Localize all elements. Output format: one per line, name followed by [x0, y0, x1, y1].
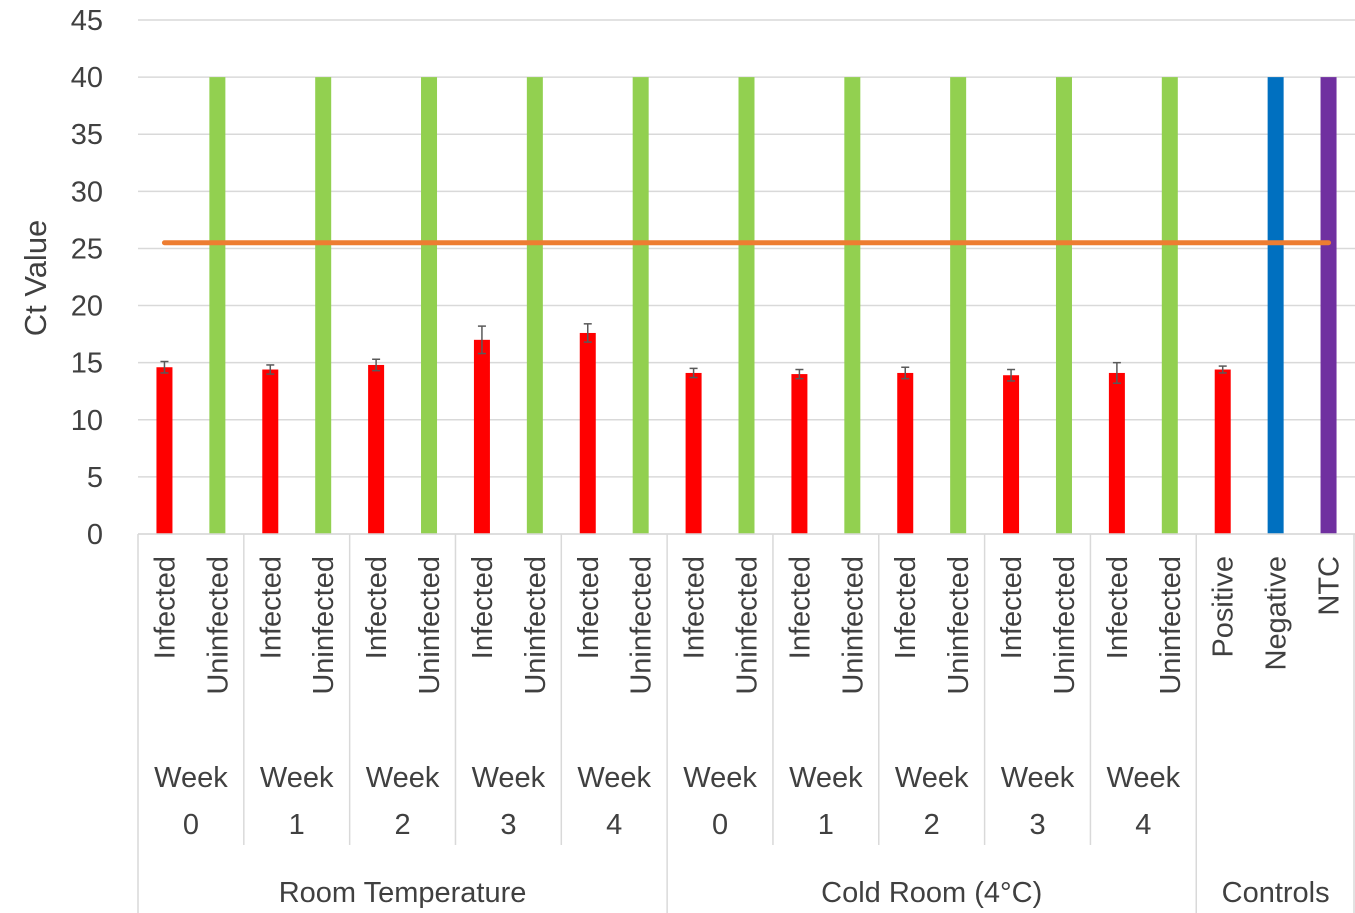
subgroup-label: Week	[789, 762, 863, 794]
category-label: Negative	[1261, 556, 1293, 670]
bar-infected	[791, 374, 808, 534]
category-label: Uninfected	[943, 556, 975, 695]
category-label: Uninfected	[837, 556, 869, 695]
bar-uninfected	[315, 77, 332, 534]
category-label: Uninfected	[732, 556, 764, 695]
subgroup-label: Week	[683, 762, 757, 794]
bar-infected	[897, 372, 914, 534]
bar-uninfected	[1055, 77, 1072, 534]
bar-infected	[262, 369, 279, 534]
bar-infected	[685, 372, 702, 534]
category-label: Infected	[255, 556, 287, 659]
category-label: Infected	[679, 556, 711, 659]
y-axis-label: Ct Value	[18, 220, 53, 337]
y-axis-tick-labels: 0 5 10 15 20 25 30 35 40 45	[71, 5, 103, 551]
subgroup-label: 3	[500, 809, 516, 841]
category-label: Infected	[890, 556, 922, 659]
category-label: Uninfected	[1049, 556, 1081, 695]
y-tick-label: 10	[71, 405, 103, 437]
category-label: Infected	[573, 556, 605, 659]
subgroup-label: 0	[183, 809, 199, 841]
bar-infected	[1003, 375, 1020, 534]
category-label: Infected	[1102, 556, 1134, 659]
category-label: Infected	[996, 556, 1028, 659]
subgroup-label: 2	[394, 809, 410, 841]
subgroup-label: 3	[1029, 809, 1045, 841]
bar-uninfected	[844, 77, 861, 534]
bar-infected	[473, 339, 490, 534]
y-tick-label: 30	[71, 176, 103, 208]
category-label: Infected	[361, 556, 393, 659]
bar-infected	[156, 367, 173, 534]
bar-infected	[1108, 372, 1125, 534]
bar-uninfected	[526, 77, 543, 534]
bar-uninfected	[950, 77, 967, 534]
bar-ntc	[1320, 77, 1337, 534]
subgroup-label: Week	[577, 762, 651, 794]
category-label: Uninfected	[626, 556, 658, 695]
subgroup-label: Week	[260, 762, 334, 794]
bar-uninfected	[209, 77, 226, 534]
subgroup-label: 4	[1135, 809, 1151, 841]
category-label: Uninfected	[414, 556, 446, 695]
subgroup-label: Week	[1107, 762, 1181, 794]
category-label: Uninfected	[202, 556, 234, 695]
category-label: NTC	[1314, 556, 1346, 616]
y-tick-label: 5	[87, 462, 103, 494]
category-label: Infected	[149, 556, 181, 659]
bar-uninfected	[421, 77, 438, 534]
category-label: Uninfected	[308, 556, 340, 695]
subgroup-label: 1	[289, 809, 305, 841]
y-tick-label: 40	[71, 62, 103, 94]
bar-negative	[1267, 77, 1284, 534]
subgroup-label: 4	[606, 809, 622, 841]
y-tick-label: 15	[71, 348, 103, 380]
bar-infected	[579, 332, 596, 534]
subgroup-label: 2	[924, 809, 940, 841]
x-axis: Infected Uninfected Infected Uninfected Infe…	[137, 533, 1355, 913]
subgroup-label: 0	[712, 809, 728, 841]
group-label: Controls	[1222, 877, 1330, 909]
category-label: Uninfected	[520, 556, 552, 695]
bar-positive	[1214, 369, 1231, 534]
subgroup-label: Week	[472, 762, 546, 794]
subgroup-label: Week	[895, 762, 969, 794]
subgroup-label: Week	[1001, 762, 1075, 794]
category-label: Infected	[467, 556, 499, 659]
bars	[156, 77, 1337, 534]
y-tick-label: 25	[71, 233, 103, 265]
subgroup-label: Week	[366, 762, 440, 794]
y-tick-label: 35	[71, 119, 103, 151]
y-tick-label: 20	[71, 291, 103, 323]
subgroup-label: Week	[154, 762, 228, 794]
group-label: Room Temperature	[279, 877, 527, 909]
category-label: Uninfected	[1155, 556, 1187, 695]
y-tick-label: 45	[71, 5, 103, 37]
bar-uninfected	[738, 77, 755, 534]
category-label: Infected	[784, 556, 816, 659]
bar-infected	[368, 364, 385, 534]
bar-uninfected	[1161, 77, 1178, 534]
bar-uninfected	[632, 77, 649, 534]
error-bars	[160, 323, 1227, 384]
category-label: Positive	[1208, 556, 1240, 658]
group-label: Cold Room (4°C)	[821, 877, 1042, 909]
subgroup-label: 1	[818, 809, 834, 841]
y-tick-label: 0	[87, 519, 103, 551]
